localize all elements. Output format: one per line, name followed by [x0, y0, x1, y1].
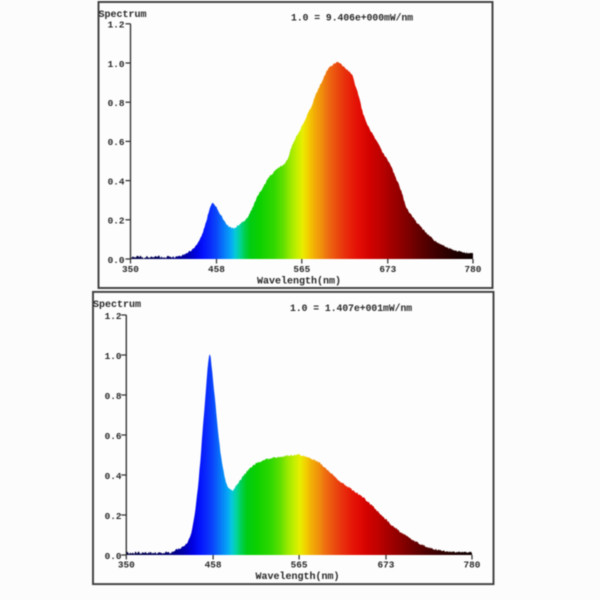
svg-text:458: 458	[208, 264, 225, 275]
svg-text:0.6: 0.6	[108, 137, 125, 148]
svg-text:0.2: 0.2	[105, 511, 122, 522]
svg-text:350: 350	[118, 560, 135, 571]
svg-text:565: 565	[291, 560, 308, 571]
svg-text:Wavelength(nm): Wavelength(nm)	[257, 276, 341, 288]
svg-text:780: 780	[464, 560, 481, 571]
svg-text:1.2: 1.2	[108, 20, 125, 31]
svg-text:0.0: 0.0	[108, 255, 125, 266]
svg-text:Wavelength(nm): Wavelength(nm)	[255, 571, 339, 583]
svg-text:0.8: 0.8	[105, 391, 122, 402]
svg-text:Spectrum: Spectrum	[93, 300, 141, 311]
svg-text:Spectrum: Spectrum	[99, 10, 147, 21]
svg-text:458: 458	[205, 560, 222, 571]
svg-text:0.4: 0.4	[108, 176, 125, 187]
svg-text:673: 673	[378, 560, 395, 571]
svg-text:0.4: 0.4	[105, 471, 122, 482]
svg-text:673: 673	[379, 264, 396, 275]
svg-text:0.2: 0.2	[108, 216, 125, 227]
svg-text:1.0 = 9.406e+000mW/nm: 1.0 = 9.406e+000mW/nm	[291, 12, 413, 23]
svg-text:1.2: 1.2	[105, 311, 122, 322]
svg-text:780: 780	[465, 264, 482, 275]
svg-text:0.0: 0.0	[105, 551, 122, 562]
svg-text:1.0 = 1.407e+001mW/nm: 1.0 = 1.407e+001mW/nm	[290, 303, 412, 314]
svg-text:0.8: 0.8	[108, 98, 125, 109]
svg-text:1.0: 1.0	[105, 351, 122, 362]
svg-text:0.6: 0.6	[105, 431, 122, 442]
svg-text:350: 350	[122, 264, 139, 275]
svg-text:1.0: 1.0	[108, 59, 125, 70]
svg-text:565: 565	[293, 264, 310, 275]
